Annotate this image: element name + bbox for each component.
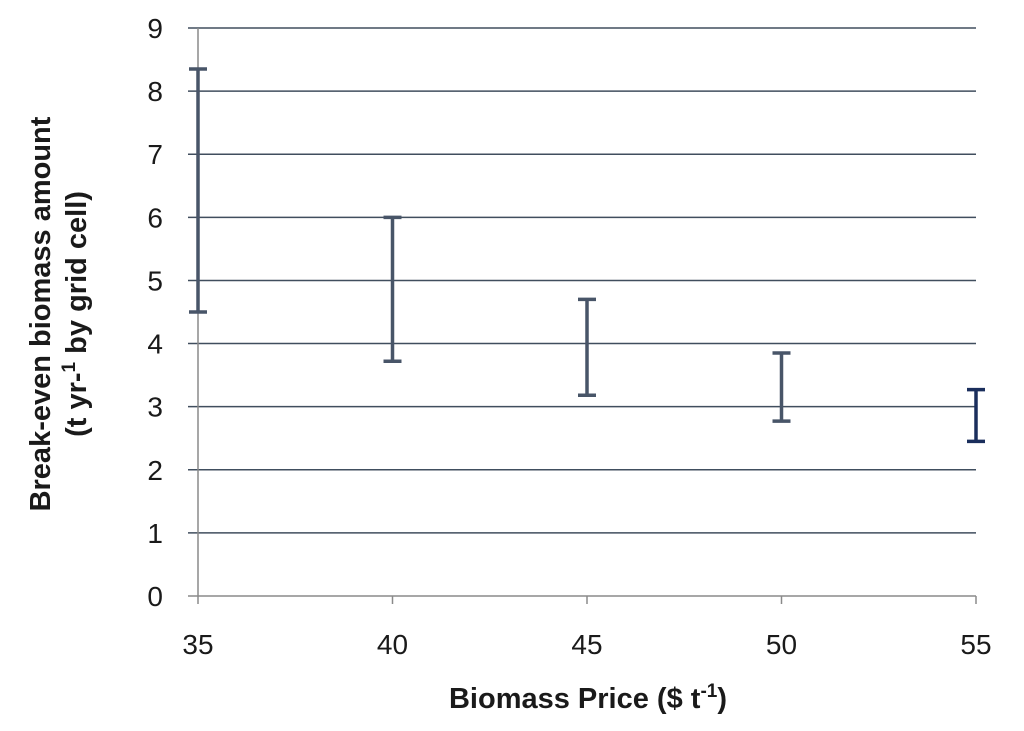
y-tick-label-5: 5 xyxy=(147,265,163,296)
y-axis-title: Break-even biomass amount (t yr-1 by gri… xyxy=(25,116,93,511)
y-tick-label-6: 6 xyxy=(147,202,163,233)
y-tick-label-3: 3 xyxy=(147,392,163,423)
y-tick-labels: 0 1 2 3 4 5 6 7 8 9 xyxy=(147,13,163,612)
y-tick-label-1: 1 xyxy=(147,518,163,549)
y-tick-label-8: 8 xyxy=(147,76,163,107)
y-tick-label-0: 0 xyxy=(147,581,163,612)
x-tick-label-55: 55 xyxy=(960,629,991,660)
y-axis-title-line1: Break-even biomass amount xyxy=(25,116,57,511)
error-bar-45 xyxy=(578,297,596,398)
x-tick-label-45: 45 xyxy=(571,629,602,660)
error-bar-40 xyxy=(383,215,402,363)
x-tick-label-40: 40 xyxy=(377,629,408,660)
y-tick-label-7: 7 xyxy=(147,139,163,170)
x-axis-title: Biomass Price ($ t-1) xyxy=(449,681,727,715)
axes xyxy=(188,28,977,604)
y-axis-title-line2: (t yr-1 by grid cell) xyxy=(59,191,93,437)
y-tick-label-4: 4 xyxy=(147,329,163,360)
x-tick-label-50: 50 xyxy=(766,629,797,660)
y-tick-label-9: 9 xyxy=(147,13,163,44)
error-bar-50 xyxy=(772,351,791,423)
y-tick-label-2: 2 xyxy=(147,455,163,486)
gridlines xyxy=(188,27,976,534)
x-tick-labels: 35 40 45 50 55 xyxy=(182,629,991,660)
error-bar-35 xyxy=(189,67,207,314)
error-bars xyxy=(189,67,985,444)
x-tick-label-35: 35 xyxy=(182,629,213,660)
error-bar-55 xyxy=(967,387,985,444)
